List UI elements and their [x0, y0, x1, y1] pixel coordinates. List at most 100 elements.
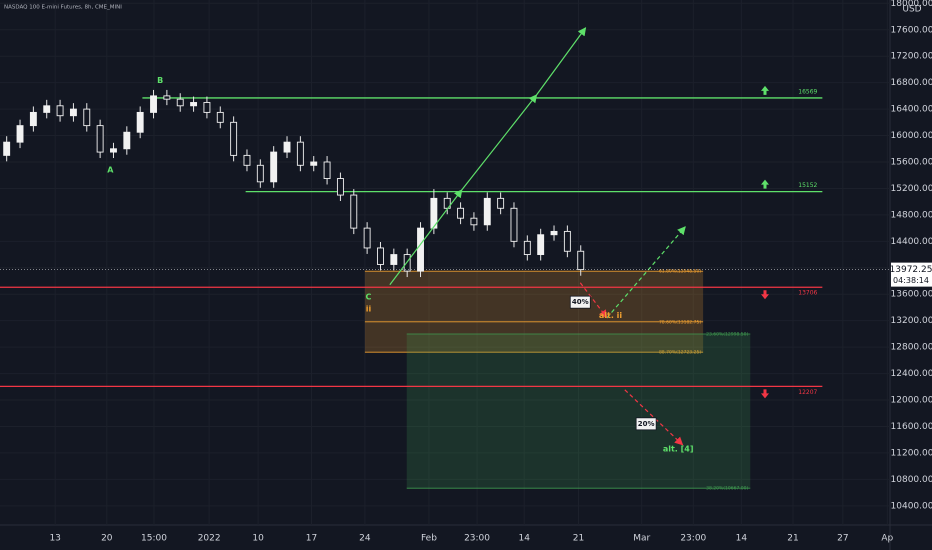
y-tick-label: 17600.00 [891, 25, 932, 35]
candle-body [29, 111, 37, 127]
candle-body [350, 194, 358, 229]
label-box [635, 417, 657, 431]
y-tick-label: 17200.00 [891, 52, 932, 62]
wave-label: 20% [638, 420, 655, 428]
countdown-label: 04:38:14 [893, 276, 929, 285]
candle-body [510, 207, 518, 242]
x-tick-label: 13 [49, 534, 60, 544]
candle-body [3, 141, 11, 156]
fib-zone [406, 334, 751, 489]
candle-body [69, 108, 77, 117]
y-tick-label: 13600.00 [891, 290, 932, 300]
y-tick-label: 10800.00 [891, 475, 932, 485]
candle-body [563, 230, 571, 252]
projection-arrow [536, 27, 587, 96]
projection-arrow [461, 94, 538, 191]
x-tick-label: 10 [252, 534, 264, 544]
x-tick-label: 23:00 [680, 534, 706, 544]
projection-arrow [606, 226, 686, 319]
x-tick-label: 21 [787, 534, 798, 544]
x-tick-label: Mar [633, 534, 650, 544]
x-tick-label: 17 [306, 534, 317, 544]
level-arrow-icon [761, 389, 769, 399]
fib-label: 88.70%(12723.25) [659, 350, 701, 356]
candle-body [243, 154, 251, 166]
candle-body [550, 230, 558, 236]
candle-body [470, 217, 478, 226]
x-tick-label: 21 [573, 534, 584, 544]
candle-body [296, 141, 304, 166]
candle-body [56, 105, 64, 117]
candle-body [176, 98, 184, 107]
y-tick-label: 11200.00 [891, 448, 932, 458]
fib-label: 23.60%(12998.50) [706, 332, 748, 338]
candle-body [430, 197, 438, 229]
y-tick-label: 12000.00 [891, 396, 932, 406]
level-label: 13706 [798, 290, 817, 297]
candle-body [497, 197, 505, 209]
projection-arrow [389, 189, 463, 286]
projection-arrow [579, 282, 608, 319]
chart-title: NASDAQ 100 E-mini Futures, 8h, CME_MINI [4, 5, 122, 11]
fib-label: 38.20%(10667.00) [706, 486, 748, 492]
wave-label: A [107, 165, 114, 174]
x-tick-label: 20 [101, 534, 113, 544]
x-tick-label: 2022 [198, 534, 221, 544]
level-label: 16569 [798, 88, 817, 95]
candle-body [96, 125, 104, 153]
candle-body [123, 131, 131, 150]
last-price-box [891, 262, 932, 287]
currency: USD [902, 5, 921, 15]
candle-body [203, 102, 211, 113]
wave-label: alt. [4] [663, 444, 694, 453]
level-label: 12207 [798, 389, 817, 396]
y-tick-label: 16000.00 [891, 131, 932, 141]
y-tick-label: 11600.00 [891, 422, 932, 432]
candle-body [230, 121, 238, 156]
candle-body [577, 250, 585, 271]
candle-body [43, 105, 51, 113]
y-tick-label: 15600.00 [891, 157, 932, 167]
x-tick-label: 14 [518, 534, 530, 544]
y-tick-label: 14400.00 [891, 237, 932, 247]
candle-body [336, 178, 344, 196]
x-tick-label: 15:00 [141, 534, 167, 544]
y-tick-label: 13200.00 [891, 316, 932, 326]
y-tick-label: 12800.00 [891, 343, 932, 353]
candle-body [136, 111, 144, 133]
candle-body [16, 125, 24, 143]
candle-body [256, 164, 264, 183]
candle-body [483, 197, 491, 226]
y-tick-label: 10400.00 [891, 501, 932, 511]
candle-body [190, 102, 198, 107]
projection-arrow [624, 389, 684, 446]
level-arrow-icon [761, 85, 769, 95]
candle-body [310, 161, 318, 166]
y-tick-label: 14800.00 [891, 210, 932, 220]
wave-label: B [157, 76, 163, 85]
x-tick-label: 27 [837, 534, 848, 544]
x-tick-label: Ap [881, 534, 893, 544]
x-tick-label: 23:00 [464, 534, 490, 544]
candle-body [283, 141, 291, 153]
wave-label: C [366, 292, 372, 301]
candle-body [417, 227, 424, 272]
candle-body [363, 227, 371, 249]
candle-body [270, 151, 278, 183]
y-tick-label: 12400.00 [891, 369, 932, 379]
level-arrow-icon [761, 179, 769, 189]
level-arrow-icon [761, 290, 769, 300]
y-tick-label: 18000.00 [891, 0, 932, 9]
wave-label: 40% [572, 298, 589, 306]
x-tick-label: 24 [359, 534, 371, 544]
candle-body [523, 240, 531, 256]
candle-body [150, 95, 157, 113]
fib-zone [364, 271, 704, 353]
candle-body [323, 161, 331, 179]
candle-body [390, 254, 398, 265]
candle-body [457, 207, 465, 219]
candle-body [377, 247, 384, 265]
